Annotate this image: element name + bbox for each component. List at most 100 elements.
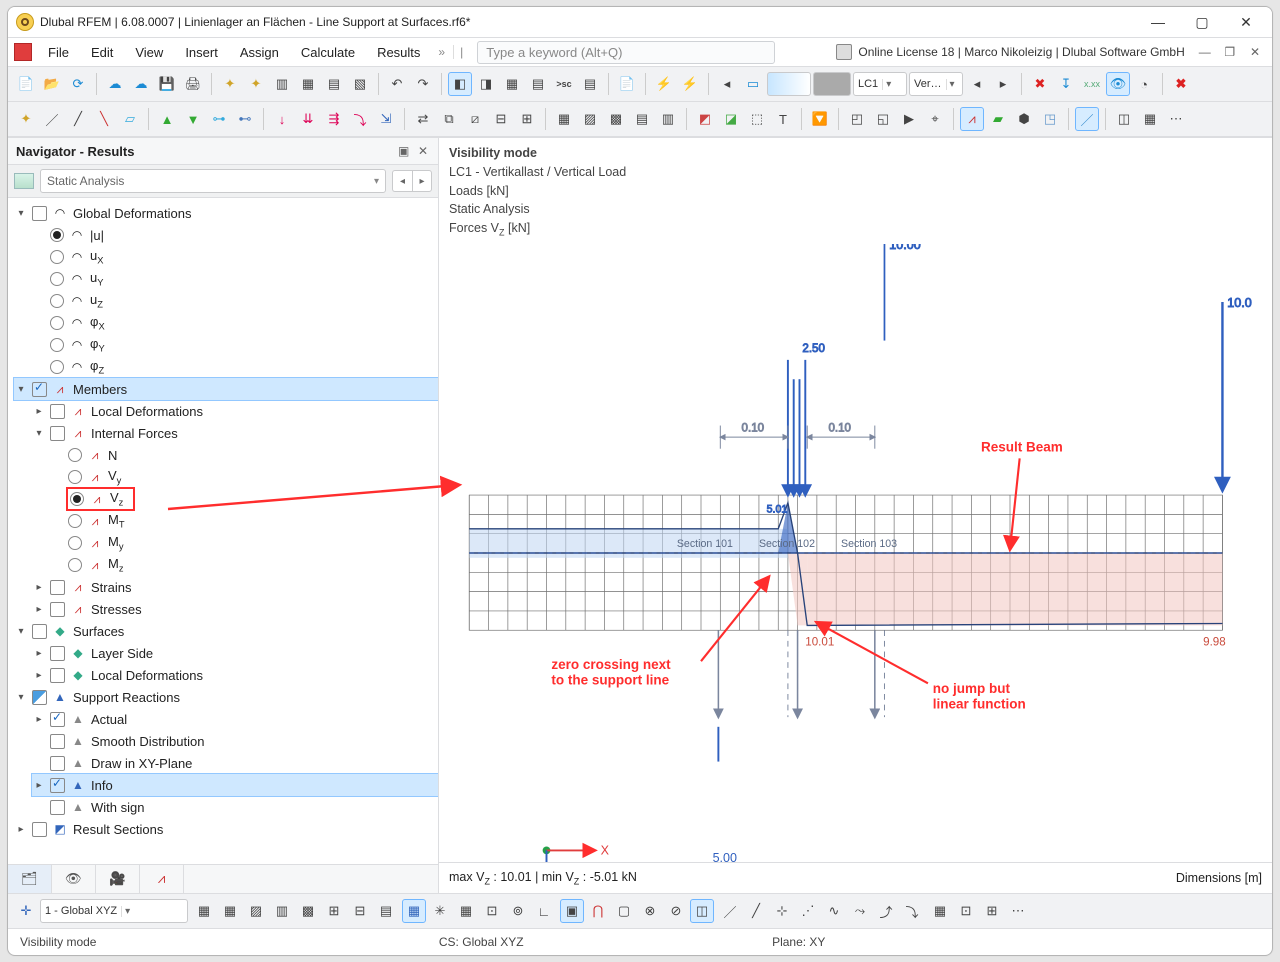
- tb-spread-icon[interactable]: ▤: [526, 72, 550, 96]
- bt-snap4-icon[interactable]: ⊡: [480, 899, 504, 923]
- lc-selector[interactable]: LC1 ▾: [853, 72, 907, 96]
- navigator-close-button[interactable]: ✕: [412, 142, 430, 160]
- tb2-view-icon[interactable]: ⬚: [745, 107, 769, 131]
- tb-lc-prev-icon[interactable]: ◂: [715, 72, 739, 96]
- menu-edit[interactable]: Edit: [81, 41, 123, 64]
- tb2-copy-icon[interactable]: ⧉: [437, 107, 461, 131]
- tb-filter-icon[interactable]: ◔: [1132, 72, 1156, 96]
- nav-tab-views-icon[interactable]: 👁: [52, 865, 96, 893]
- gd-phix[interactable]: φX: [90, 314, 105, 332]
- tb-cloud-icon[interactable]: ☁: [103, 72, 127, 96]
- bt-end1-icon[interactable]: ▦: [928, 899, 952, 923]
- bt-osnap2-icon[interactable]: ▢: [612, 899, 636, 923]
- tb2-shrink-icon[interactable]: ◫: [1112, 107, 1136, 131]
- results-tree[interactable]: ▾ ◠ Global Deformations ◠|u| ◠uX ◠uY ◠uZ…: [8, 198, 438, 864]
- tb-visibility-icon[interactable]: 👁: [1106, 72, 1130, 96]
- tb2-filter-icon[interactable]: 🔽: [808, 107, 832, 131]
- analysis-mode-selector[interactable]: Static Analysis ▾: [40, 169, 386, 193]
- tb2-extend-icon[interactable]: ⊞: [515, 107, 539, 131]
- bt-line5-icon[interactable]: ∿: [822, 899, 846, 923]
- tb-panel-right-icon[interactable]: ◨: [474, 72, 498, 96]
- bt-line6-icon[interactable]: ⤳: [848, 899, 872, 923]
- sr-withsign[interactable]: With sign: [91, 800, 144, 815]
- tree-internal-forces[interactable]: Internal Forces: [91, 426, 178, 441]
- tb-show-loads-icon[interactable]: ↧: [1054, 72, 1078, 96]
- sr-drawxy[interactable]: Draw in XY-Plane: [91, 756, 192, 771]
- gd-phiy[interactable]: φY: [90, 336, 105, 354]
- tb2-iso2-icon[interactable]: ◪: [719, 107, 743, 131]
- tb2-hinge-icon[interactable]: ⊷: [233, 107, 257, 131]
- tb-misc2-icon[interactable]: ▧: [348, 72, 372, 96]
- tb2-load5-icon[interactable]: ⇲: [374, 107, 398, 131]
- bt-axes-icon[interactable]: ✛: [14, 899, 38, 923]
- bt-snap-angle-icon[interactable]: ∟: [532, 899, 556, 923]
- bt-grid3-icon[interactable]: ▨: [244, 899, 268, 923]
- tb2-line-draw-icon[interactable]: ／: [1075, 107, 1099, 131]
- tb-lc-nav-next-icon[interactable]: ▸: [991, 72, 1015, 96]
- tb-newmodel-icon[interactable]: ✦: [218, 72, 242, 96]
- keyword-search-input[interactable]: Type a keyword (Alt+Q): [477, 41, 775, 64]
- menu-results[interactable]: Results: [367, 41, 430, 64]
- navigator-undock-button[interactable]: ▣: [392, 142, 410, 160]
- tree-members[interactable]: Members: [73, 382, 127, 397]
- tb2-green2-icon[interactable]: ▼: [181, 107, 205, 131]
- tb-doc-icon[interactable]: ▤: [578, 72, 602, 96]
- tb-lc-nav-prev-icon[interactable]: ◂: [965, 72, 989, 96]
- bt-grid5-icon[interactable]: ▩: [296, 899, 320, 923]
- tb-script-icon[interactable]: >sc: [552, 72, 576, 96]
- bt-grid8-icon[interactable]: ▤: [374, 899, 398, 923]
- if-n[interactable]: N: [108, 448, 117, 463]
- bt-line4-icon[interactable]: ⋰: [796, 899, 820, 923]
- bt-end4-icon[interactable]: ⋯: [1006, 899, 1030, 923]
- bt-grid7-icon[interactable]: ⊟: [348, 899, 372, 923]
- tb2-axes-icon[interactable]: ⌖: [923, 107, 947, 131]
- window-minimize-button[interactable]: —: [1136, 8, 1180, 36]
- tb2-release-icon[interactable]: ⊶: [207, 107, 231, 131]
- bt-osnap-magnet-icon[interactable]: ⋂: [586, 899, 610, 923]
- tb2-trim-icon[interactable]: ⊟: [489, 107, 513, 131]
- tb2-viewT-icon[interactable]: T: [771, 107, 795, 131]
- gd-ux[interactable]: uX: [90, 248, 103, 266]
- tb2-mirror-icon[interactable]: ⧄: [463, 107, 487, 131]
- tb2-grid4-icon[interactable]: ▩: [604, 107, 628, 131]
- if-vz[interactable]: Vz: [110, 490, 123, 508]
- menu-calc[interactable]: Calculate: [291, 41, 365, 64]
- tb2-iso-icon[interactable]: ◩: [693, 107, 717, 131]
- tb2-more-icon[interactable]: ⋯: [1164, 107, 1188, 131]
- mdi-restore-button[interactable]: ❐: [1218, 41, 1240, 63]
- bt-snap3-icon[interactable]: ▦: [454, 899, 478, 923]
- tree-surf-localdef[interactable]: Local Deformations: [91, 668, 203, 683]
- tree-global-deformations[interactable]: Global Deformations: [73, 206, 192, 221]
- bt-grid1-icon[interactable]: ▦: [192, 899, 216, 923]
- tb2-mesh-icon[interactable]: ▦: [1138, 107, 1162, 131]
- tb-cancel-icon[interactable]: ✖: [1169, 72, 1193, 96]
- tb-save-icon[interactable]: 💾: [155, 72, 179, 96]
- tb-cloud2-icon[interactable]: ☁: [129, 72, 153, 96]
- results-viewport[interactable]: Visibility mode LC1 - Vertikallast / Ver…: [439, 138, 1272, 893]
- mdi-minimize-button[interactable]: —: [1193, 41, 1215, 63]
- tb2-move-icon[interactable]: ⇄: [411, 107, 435, 131]
- if-mt[interactable]: MT: [108, 512, 125, 530]
- tb-calc-icon[interactable]: ⚡: [652, 72, 676, 96]
- bt-snap5-icon[interactable]: ⊚: [506, 899, 530, 923]
- tb-panel-left-icon[interactable]: ◧: [448, 72, 472, 96]
- if-vy[interactable]: Vy: [108, 468, 121, 486]
- tb2-node-icon[interactable]: ✦: [14, 107, 38, 131]
- tb-table-icon[interactable]: ▥: [270, 72, 294, 96]
- tb-grid-icon[interactable]: ▦: [500, 72, 524, 96]
- bt-osnap3-icon[interactable]: ⊗: [638, 899, 662, 923]
- tree-strains[interactable]: Strains: [91, 580, 131, 595]
- bt-line8-icon[interactable]: ⤵: [900, 899, 924, 923]
- sr-smooth[interactable]: Smooth Distribution: [91, 734, 204, 749]
- menu-assign[interactable]: Assign: [230, 41, 289, 64]
- tb-report-icon[interactable]: 📄: [615, 72, 639, 96]
- tb2-green1-icon[interactable]: ▲: [155, 107, 179, 131]
- bt-grid4-icon[interactable]: ▥: [270, 899, 294, 923]
- tree-result-sections[interactable]: Result Sections: [73, 822, 163, 837]
- tb-open-icon[interactable]: 📂: [40, 72, 64, 96]
- gd-phiz[interactable]: φZ: [90, 358, 104, 376]
- window-maximize-button[interactable]: ▢: [1180, 8, 1224, 36]
- tb2-grid6-icon[interactable]: ▥: [656, 107, 680, 131]
- tb-newblock-icon[interactable]: ✦: [244, 72, 268, 96]
- bt-line2-icon[interactable]: ╱: [744, 899, 768, 923]
